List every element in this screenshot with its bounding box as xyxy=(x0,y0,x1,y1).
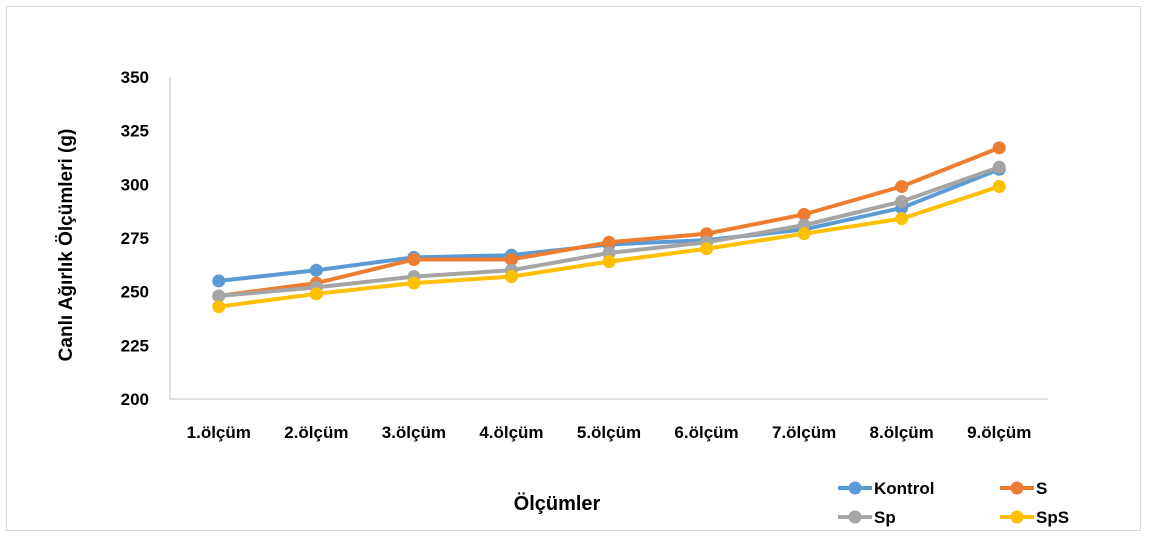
legend-marker xyxy=(848,481,862,495)
y-tick-labels: 200 225 250 275 300 325 350 xyxy=(121,68,149,409)
series-lines xyxy=(212,141,1006,314)
data-point xyxy=(309,263,323,277)
legend-item: Kontrol xyxy=(838,479,934,498)
x-tick-label: 5.ölçüm xyxy=(577,423,641,442)
data-point xyxy=(895,195,909,209)
x-tick-label: 6.ölçüm xyxy=(674,423,738,442)
data-point xyxy=(602,255,616,269)
series-kontrol xyxy=(212,162,1006,288)
data-point xyxy=(504,252,518,266)
x-tick-label: 4.ölçüm xyxy=(479,423,543,442)
data-point xyxy=(797,227,811,241)
data-point xyxy=(407,276,421,290)
legend-marker xyxy=(1010,481,1024,495)
data-point xyxy=(895,212,909,226)
y-tick-label: 275 xyxy=(121,229,149,248)
data-point xyxy=(602,235,616,249)
y-tick-label: 325 xyxy=(121,122,149,141)
legend-marker xyxy=(848,510,862,524)
x-tick-label: 9.ölçüm xyxy=(967,423,1031,442)
x-tick-label: 2.ölçüm xyxy=(284,423,348,442)
y-tick-label: 200 xyxy=(121,390,149,409)
series-sps xyxy=(212,179,1006,314)
legend-label: Sp xyxy=(874,508,896,527)
data-point xyxy=(992,141,1006,155)
legend-label: SpS xyxy=(1036,508,1069,527)
data-point xyxy=(700,242,714,256)
data-point xyxy=(895,179,909,193)
data-point xyxy=(212,289,226,303)
x-tick-labels: 1.ölçüm 2.ölçüm 3.ölçüm 4.ölçüm 5.ölçüm 6.ölç… xyxy=(187,423,1032,442)
data-point xyxy=(797,207,811,221)
legend-label: S xyxy=(1036,479,1047,498)
legend-item: SpS xyxy=(1000,508,1069,527)
x-tick-label: 7.ölçüm xyxy=(772,423,836,442)
data-point xyxy=(309,287,323,301)
y-tick-label: 350 xyxy=(121,68,149,87)
legend-label: Kontrol xyxy=(874,479,934,498)
y-tick-label: 250 xyxy=(121,283,149,302)
data-point xyxy=(992,179,1006,193)
legend-item: Sp xyxy=(838,508,896,527)
x-axis-title: Ölçümler xyxy=(514,492,601,515)
y-axis-title: Canlı Ağırlık Ölçümleri (g) xyxy=(56,129,77,362)
data-point xyxy=(992,160,1006,174)
y-tick-label: 300 xyxy=(121,175,149,194)
data-point xyxy=(212,300,226,314)
x-tick-label: 8.ölçüm xyxy=(870,423,934,442)
data-point xyxy=(212,274,226,288)
y-tick-label: 225 xyxy=(121,336,149,355)
legend: Kontrol S Sp SpS xyxy=(838,479,1069,527)
data-point xyxy=(504,270,518,284)
legend-marker xyxy=(1010,510,1024,524)
legend-item: S xyxy=(1000,479,1047,498)
axes xyxy=(169,77,1048,400)
x-tick-label: 3.ölçüm xyxy=(382,423,446,442)
x-tick-label: 1.ölçüm xyxy=(187,423,251,442)
data-point xyxy=(407,252,421,266)
